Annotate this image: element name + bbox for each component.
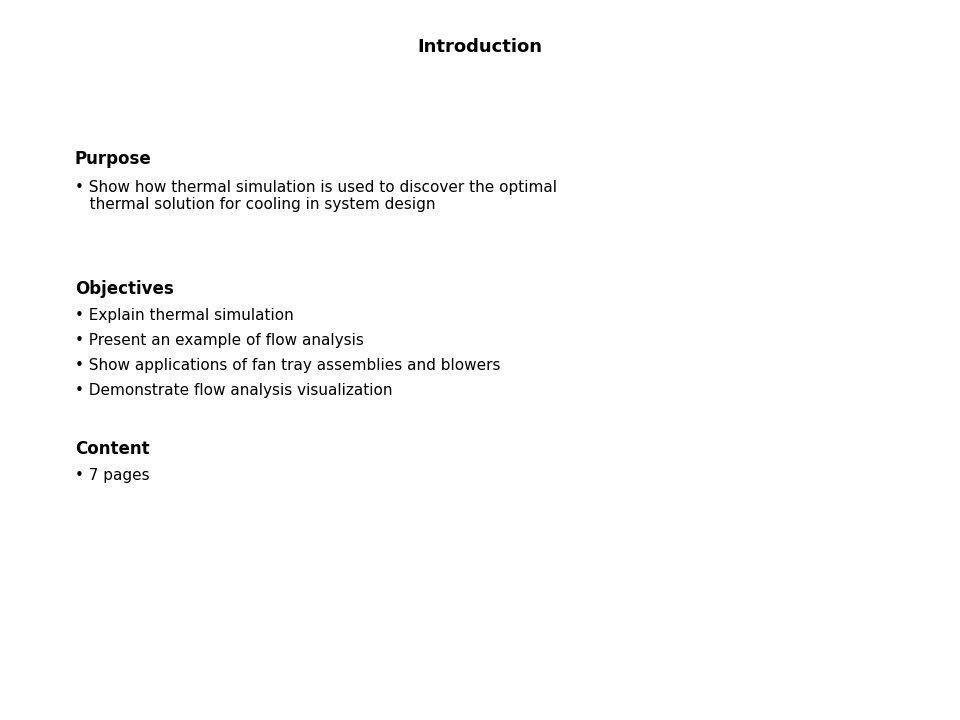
Text: Content: Content bbox=[75, 440, 150, 458]
Text: Objectives: Objectives bbox=[75, 280, 174, 298]
Text: • Present an example of flow analysis: • Present an example of flow analysis bbox=[75, 333, 364, 348]
Text: • Show how thermal simulation is used to discover the optimal
   thermal solutio: • Show how thermal simulation is used to… bbox=[75, 180, 557, 212]
Text: • Demonstrate flow analysis visualization: • Demonstrate flow analysis visualizatio… bbox=[75, 383, 393, 398]
Text: • Explain thermal simulation: • Explain thermal simulation bbox=[75, 308, 294, 323]
Text: • 7 pages: • 7 pages bbox=[75, 468, 150, 483]
Text: • Show applications of fan tray assemblies and blowers: • Show applications of fan tray assembli… bbox=[75, 358, 500, 373]
Text: Introduction: Introduction bbox=[418, 38, 542, 56]
Text: Purpose: Purpose bbox=[75, 150, 152, 168]
